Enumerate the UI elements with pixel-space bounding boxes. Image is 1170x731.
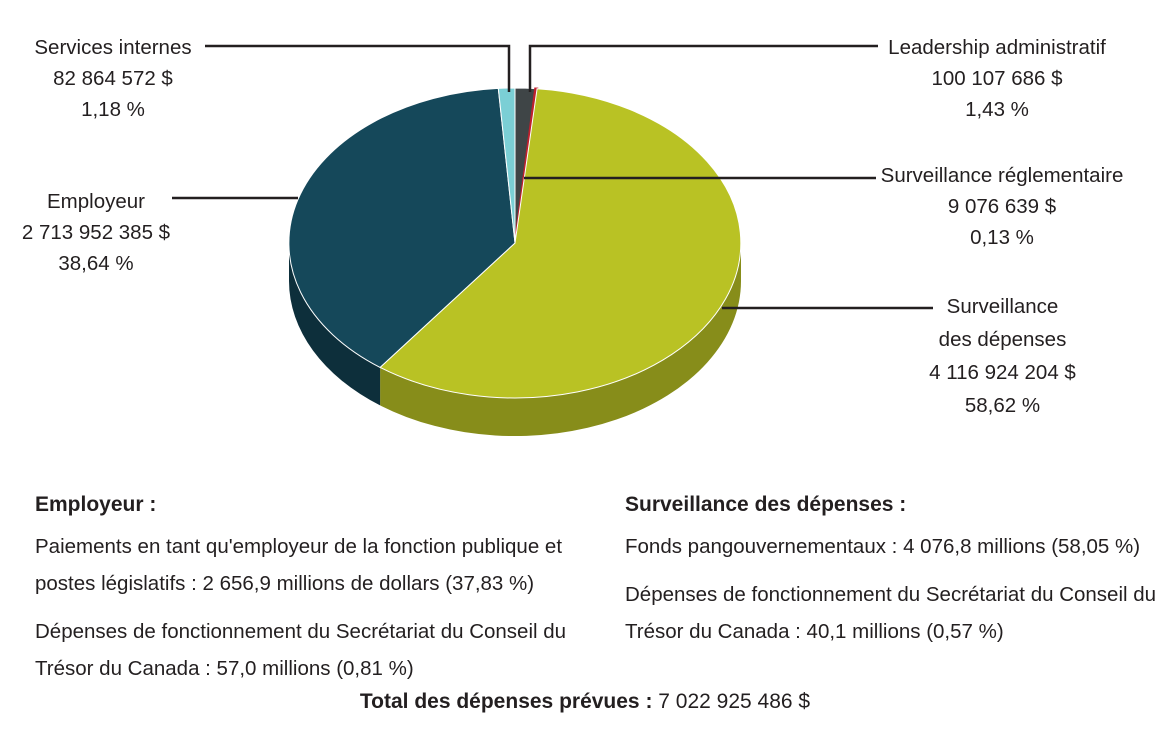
callout-leadership-administratif: Leadership administratif 100 107 686 $ 1…: [872, 32, 1122, 125]
slice-percent: 58,62 %: [964, 394, 1041, 417]
pie-3d-side: [288, 243, 741, 437]
slice-label: Surveillance réglementaire: [880, 164, 1124, 187]
note-paragraph: Fonds pangouvernementaux : 4 076,8 milli…: [625, 535, 1141, 558]
note-heading-surveillance: Surveillance des dépenses :: [625, 493, 907, 516]
slice-amount: 9 076 639 $: [947, 195, 1057, 218]
slice-amount: 82 864 572 $: [53, 67, 173, 90]
pie-slice-4: [497, 87, 516, 244]
pie-slices: [288, 87, 742, 399]
total-label: Total des dépenses prévues :: [359, 690, 653, 713]
callout-surveillance-reglementaire: Surveillance réglementaire 9 076 639 $ 0…: [862, 160, 1142, 253]
leader-lines: [172, 44, 933, 310]
callout-employeur: Employeur 2 713 952 385 $ 38,64 %: [6, 186, 186, 279]
slice-amount: 4 116 924 204 $: [929, 361, 1076, 384]
leader-line-leadership-administratif: [528, 44, 878, 92]
note-paragraph: Dépenses de fonctionnement du Secrétaria…: [625, 583, 1157, 643]
slice-label: des dépenses: [938, 328, 1067, 351]
total-line: Total des dépenses prévues : 7 022 925 4…: [0, 688, 1170, 716]
note-heading-employeur: Employeur :: [35, 493, 157, 516]
slice-percent: 1,43 %: [965, 98, 1029, 121]
note-paragraph: Paiements en tant qu'employeur de la fon…: [35, 535, 563, 595]
leader-line-services-internes: [205, 44, 511, 92]
slice-percent: 0,13 %: [970, 226, 1034, 249]
slice-percent: 1,18 %: [81, 98, 145, 121]
slice-label: Services internes: [34, 36, 192, 59]
pie-slice-side-2: [380, 243, 741, 437]
callout-surveillance-des-depenses: Surveillance des dépenses 4 116 924 204 …: [905, 290, 1100, 422]
slice-label: Leadership administratif: [888, 36, 1106, 59]
pie-slice-3: [288, 87, 516, 369]
note-paragraph: Dépenses de fonctionnement du Secrétaria…: [35, 620, 567, 680]
slice-label: Employeur: [47, 190, 145, 213]
slice-label: Surveillance: [946, 295, 1059, 318]
slice-amount: 100 107 686 $: [931, 67, 1063, 90]
note-surveillance-des-depenses: Surveillance des dépenses : Fonds pangou…: [625, 492, 1170, 661]
note-employeur: Employeur : Paiements en tant qu'employe…: [35, 492, 590, 698]
pie-slice-2: [379, 88, 742, 399]
pie-chart-svg: [172, 44, 933, 437]
total-value: 7 022 925 486 $: [658, 690, 811, 713]
slice-percent: 38,64 %: [58, 252, 134, 275]
callout-services-internes: Services internes 82 864 572 $ 1,18 %: [8, 32, 218, 125]
slice-amount: 2 713 952 385 $: [21, 221, 171, 244]
pie-slice-side-3: [288, 243, 381, 406]
